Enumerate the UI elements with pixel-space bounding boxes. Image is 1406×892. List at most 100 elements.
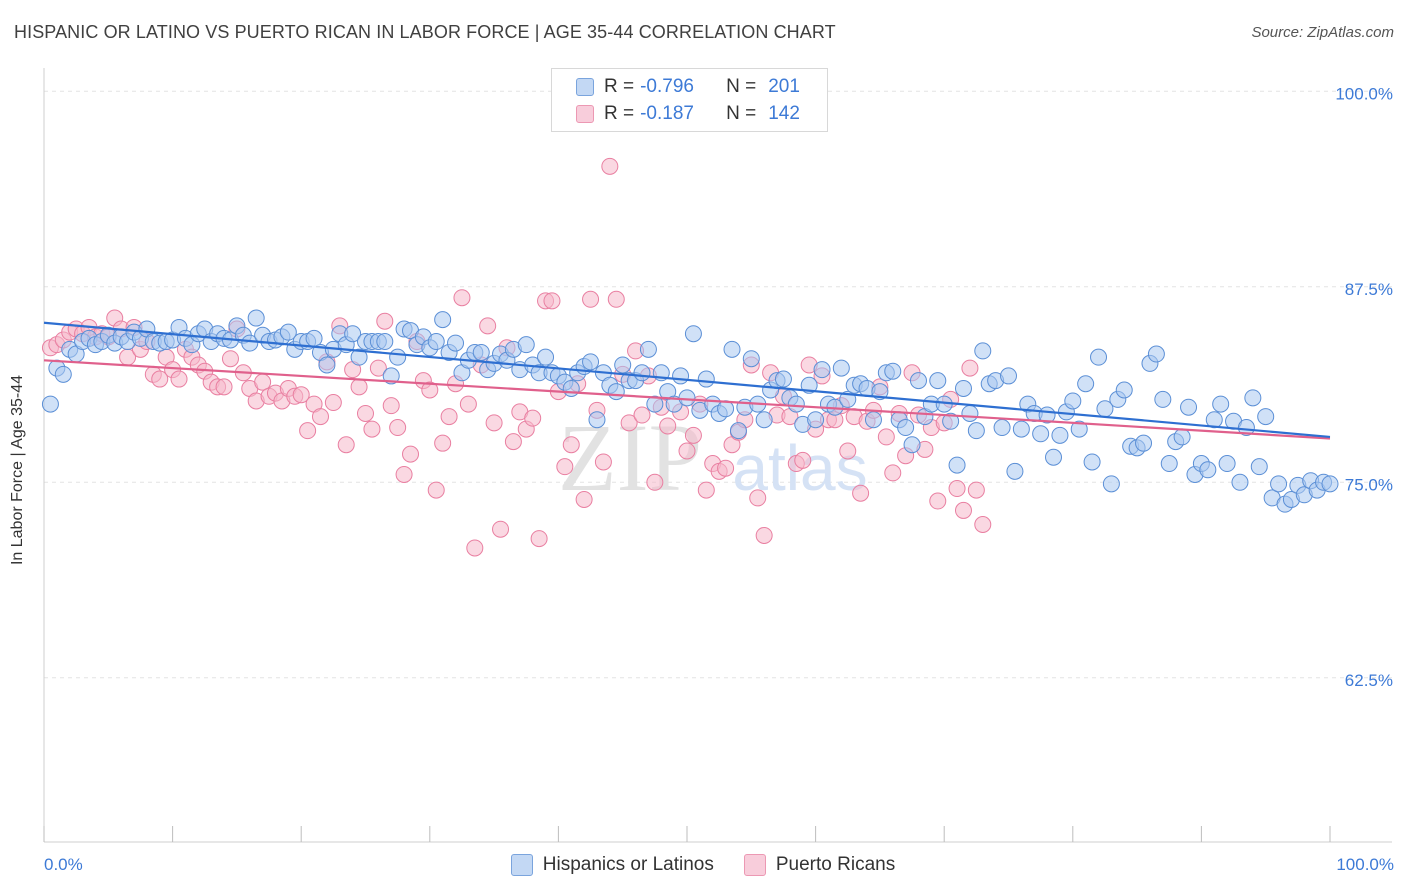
legend-r-value: -0.796 [640, 76, 694, 97]
tick-labels: 62.5% 75.0% 87.5% 100.0% 0.0% 100.0% [44, 84, 1394, 874]
point-hispanic [1012, 420, 1030, 438]
point-hispanic [742, 350, 760, 368]
point-puerto-rican [254, 373, 272, 391]
point-hispanic [942, 412, 960, 430]
point-puerto-rican [363, 420, 381, 438]
point-hispanic [807, 411, 825, 429]
point-hispanic [1135, 434, 1153, 452]
legend-n-label: N = [726, 76, 757, 97]
series-hispanics [41, 309, 1339, 513]
point-hispanic [1237, 419, 1255, 437]
point-hispanic [884, 362, 902, 380]
point-hispanic [1257, 408, 1275, 426]
point-hispanic [678, 389, 696, 407]
point-hispanic [1045, 448, 1063, 466]
point-puerto-rican [678, 442, 696, 460]
legend-swatch-blue [510, 854, 533, 876]
point-hispanic [1083, 453, 1101, 471]
trend-lines [43, 321, 1331, 440]
y-axis-label: In Labor Force | Age 35-44 [9, 374, 26, 566]
point-hispanic [929, 372, 947, 390]
point-puerto-rican [524, 409, 542, 427]
point-hispanic [241, 334, 259, 352]
point-hispanic [607, 383, 625, 401]
point-hispanic [813, 361, 831, 379]
legend-n-value: 142 [768, 103, 800, 124]
point-puerto-rican [974, 516, 992, 534]
point-hispanic [1160, 455, 1178, 473]
point-hispanic [1064, 392, 1082, 410]
legend-r-label: R = [604, 76, 635, 97]
trend-line-puerto-ricans [43, 359, 1331, 440]
point-puerto-rican [485, 414, 503, 432]
point-hispanic [633, 364, 651, 382]
legend-item-hispanics: Hispanics or Latinos [510, 854, 714, 876]
point-hispanic [427, 333, 445, 351]
point-puerto-rican [292, 386, 310, 404]
point-hispanic [1180, 398, 1198, 416]
point-hispanic [646, 395, 664, 413]
legend-row-puerto-ricans: R = -0.187 N = 142 [576, 101, 800, 127]
point-puerto-rican [395, 465, 413, 483]
trend-line-hispanics [43, 321, 1331, 439]
source-label: Source: ZipAtlas.com [1251, 24, 1394, 41]
point-hispanic [1231, 473, 1249, 491]
stats-legend: R = -0.796 N = 201 R = -0.187 N = 142 [551, 68, 828, 132]
point-puerto-rican [376, 312, 394, 330]
point-hispanic [954, 379, 972, 397]
point-puerto-rican [717, 459, 735, 477]
point-puerto-rican [697, 481, 715, 499]
point-puerto-rican [421, 381, 439, 399]
x-tick-label-right: 100.0% [1336, 855, 1394, 874]
point-hispanic [1090, 348, 1108, 366]
point-hispanic [832, 359, 850, 377]
point-hispanic [1212, 395, 1230, 413]
point-hispanic [537, 348, 555, 366]
point-hispanic [697, 370, 715, 388]
point-hispanic [787, 395, 805, 413]
point-puerto-rican [221, 350, 239, 368]
point-hispanic [54, 365, 72, 383]
point-puerto-rican [601, 157, 619, 175]
point-hispanic [1051, 426, 1069, 444]
point-puerto-rican [556, 458, 574, 476]
point-puerto-rican [434, 434, 452, 452]
point-puerto-rican [324, 394, 342, 412]
legend-swatch-blue [576, 78, 594, 96]
point-puerto-rican [151, 370, 169, 388]
point-hispanic [961, 404, 979, 422]
point-puerto-rican [884, 464, 902, 482]
point-hispanic [948, 456, 966, 474]
point-hispanic [774, 370, 792, 388]
point-hispanic [41, 395, 59, 413]
point-puerto-rican [357, 404, 374, 422]
point-puerto-rican [852, 484, 870, 502]
legend-item-puerto-ricans: Puerto Ricans [743, 854, 895, 876]
point-puerto-rican [543, 292, 561, 310]
point-puerto-rican [684, 426, 702, 444]
point-hispanic [897, 419, 915, 437]
legend-n-label: N = [726, 103, 757, 124]
legend-swatch-pink [576, 105, 594, 123]
point-puerto-rican [633, 406, 651, 424]
point-puerto-rican [466, 539, 484, 557]
point-hispanic [447, 334, 465, 352]
point-puerto-rican [967, 481, 985, 499]
point-hispanic [1070, 420, 1088, 438]
point-hispanic [472, 343, 490, 361]
point-hispanic [1102, 475, 1120, 493]
point-puerto-rican [749, 489, 767, 507]
point-puerto-rican [839, 442, 857, 460]
point-puerto-rican [369, 359, 387, 377]
point-hispanic [1321, 475, 1339, 493]
point-hispanic [639, 340, 657, 358]
point-hispanic [864, 411, 882, 429]
point-hispanic [974, 342, 992, 360]
point-hispanic [588, 411, 606, 429]
point-puerto-rican [948, 480, 966, 498]
legend-n-value: 201 [768, 76, 800, 97]
point-hispanic [247, 309, 265, 327]
point-puerto-rican [504, 433, 522, 451]
point-hispanic [1173, 428, 1191, 446]
